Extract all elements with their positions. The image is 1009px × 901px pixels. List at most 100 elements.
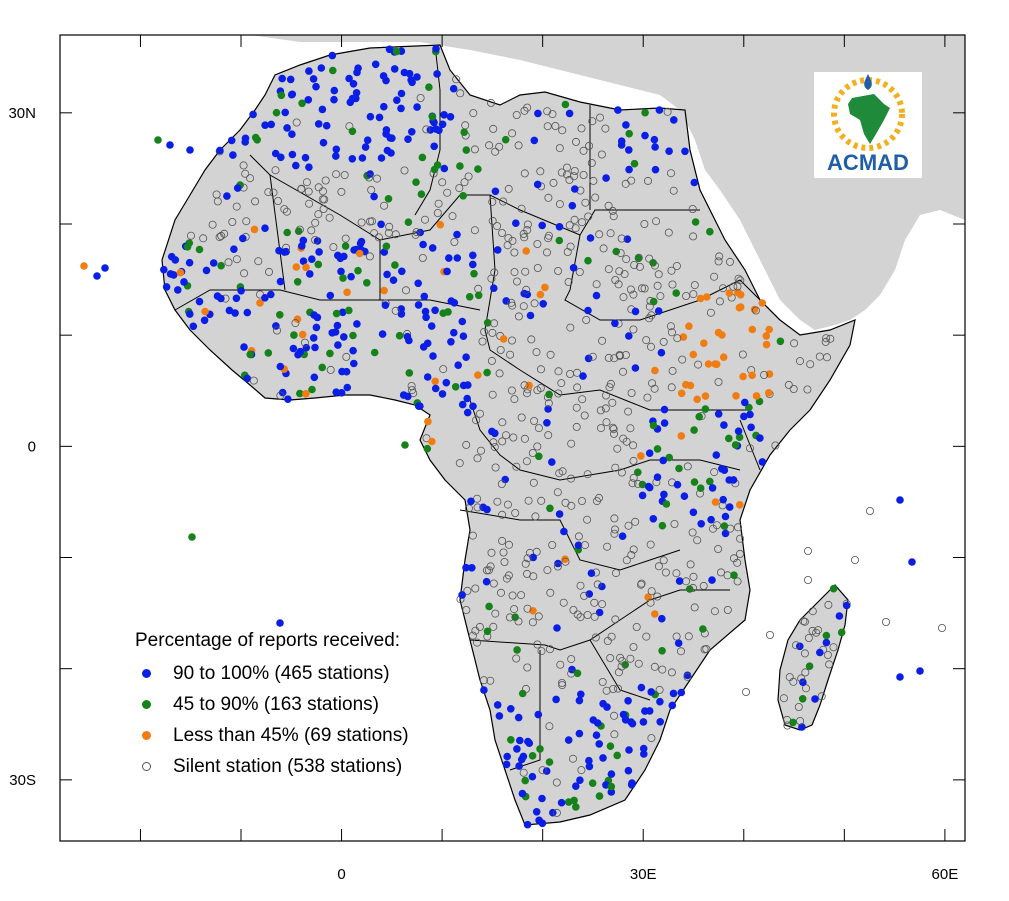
low-station-marker <box>719 353 728 362</box>
silent-station-marker <box>240 269 249 278</box>
silent-station-marker <box>667 383 676 392</box>
partial-station-marker <box>675 464 683 473</box>
silent-station-marker <box>452 75 461 84</box>
silent-station-marker <box>683 462 692 471</box>
silent-station-marker <box>647 311 656 320</box>
reporting-station-marker <box>358 154 367 162</box>
partial-station-marker <box>649 297 658 306</box>
silent-station-marker <box>653 281 662 290</box>
silent-station-marker <box>669 186 678 195</box>
reporting-station-marker <box>535 816 543 825</box>
reporting-station-marker <box>523 290 532 299</box>
silent-station-marker <box>629 325 638 334</box>
low-station-marker <box>704 360 713 368</box>
station-markers <box>80 44 947 829</box>
silent-station-marker <box>468 531 477 540</box>
partial-station-marker <box>570 796 578 805</box>
reporting-station-marker <box>538 221 546 230</box>
silent-station-marker <box>629 456 638 465</box>
silent-station-marker <box>573 610 582 619</box>
reporting-station-marker <box>708 484 717 492</box>
reporting-station-marker <box>93 272 101 280</box>
silent-station-marker <box>655 685 664 694</box>
silent-station-marker <box>688 204 697 213</box>
silent-station-marker <box>712 521 721 530</box>
silent-station-marker <box>510 395 519 404</box>
reporting-station-marker <box>239 234 247 243</box>
reporting-station-marker <box>430 142 439 151</box>
reporting-station-marker <box>598 582 606 591</box>
silent-station-marker <box>803 385 812 394</box>
reporting-station-marker <box>276 619 284 627</box>
silent-station-marker <box>824 600 833 609</box>
reporting-station-marker <box>433 70 441 78</box>
silent-station-marker <box>673 334 682 343</box>
silent-station-marker <box>766 631 775 640</box>
low-station-marker <box>752 392 761 400</box>
silent-station-marker <box>537 496 546 505</box>
silent-station-marker <box>882 618 891 627</box>
partial-station-marker <box>460 128 469 136</box>
reporting-station-marker <box>230 245 238 253</box>
silent-station-marker <box>534 612 543 621</box>
silent-station-marker <box>621 179 630 188</box>
silent-station-marker <box>808 626 817 635</box>
silent-station-marker <box>672 261 681 270</box>
silent-station-marker <box>609 685 618 694</box>
silent-station-marker <box>581 198 590 207</box>
silent-station-marker <box>543 566 552 575</box>
silent-station-marker <box>583 470 592 479</box>
silent-station-marker <box>726 524 735 533</box>
reporting-station-marker <box>272 322 280 330</box>
partial-station-marker <box>423 444 432 453</box>
silent-station-marker <box>531 512 540 521</box>
partial-station-marker <box>625 129 633 138</box>
silent-station-marker <box>779 694 788 703</box>
silent-station-marker <box>537 365 546 374</box>
silent-station-marker <box>496 588 505 597</box>
reporting-station-marker <box>811 695 819 703</box>
partial-station-marker <box>392 47 401 56</box>
silent-station-marker <box>488 328 497 337</box>
partial-station-marker <box>691 218 700 226</box>
reporting-station-marker <box>655 106 664 114</box>
reporting-station-marker <box>171 256 180 264</box>
silent-station-marker <box>634 253 643 262</box>
silent-station-marker <box>738 350 747 359</box>
reporting-station-marker <box>340 333 348 341</box>
silent-station-marker <box>627 551 636 560</box>
reporting-station-marker <box>538 794 546 803</box>
silent-station-marker <box>533 640 542 649</box>
reporting-station-marker <box>639 744 648 753</box>
low-station-marker <box>250 225 259 234</box>
reporting-station-marker <box>281 108 290 117</box>
reporting-station-marker <box>180 278 188 286</box>
reporting-station-marker <box>468 564 476 572</box>
reporting-station-marker <box>408 128 416 136</box>
silent-station-marker <box>825 660 834 669</box>
reporting-station-marker <box>428 244 437 252</box>
silent-station-marker <box>822 334 831 343</box>
silent-station-marker <box>601 124 610 133</box>
silent-station-marker <box>489 579 498 588</box>
silent-station-marker <box>797 674 806 683</box>
partial-station-marker <box>745 403 753 412</box>
silent-station-marker <box>471 626 480 635</box>
silent-station-marker <box>719 284 728 293</box>
partial-station-marker <box>545 758 554 766</box>
silent-station-marker <box>489 622 498 631</box>
silent-station-marker <box>710 468 719 477</box>
reporting-station-marker <box>631 364 640 372</box>
silent-station-marker <box>407 381 416 390</box>
reporting-station-marker <box>660 490 668 499</box>
silent-station-marker <box>554 367 563 376</box>
silent-station-marker <box>598 336 607 345</box>
plot-frame <box>59 34 966 842</box>
silent-station-marker <box>664 228 673 237</box>
silent-station-marker <box>603 637 612 646</box>
silent-station-marker <box>269 188 278 197</box>
y-tick-label: 30N <box>8 105 36 122</box>
silent-station-marker <box>502 574 511 583</box>
reporting-station-marker <box>458 400 467 409</box>
silent-station-marker <box>504 184 513 193</box>
